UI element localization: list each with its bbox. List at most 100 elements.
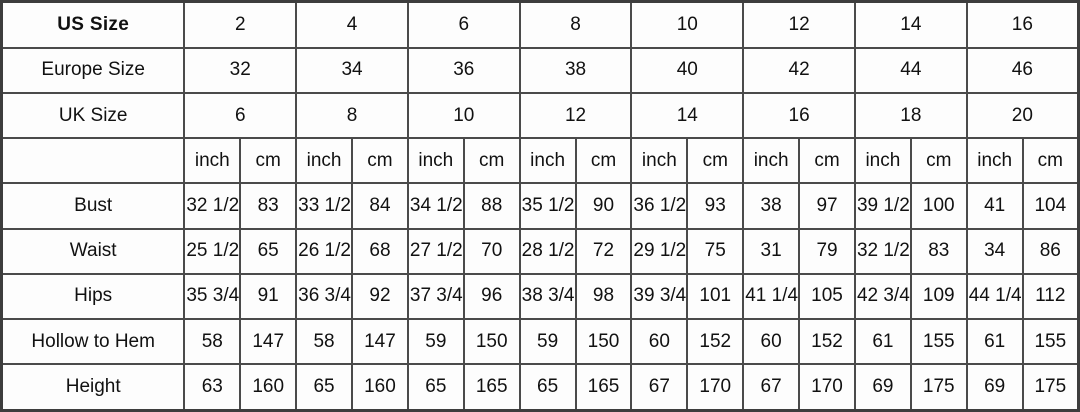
cell-bust-5-cm: 97 [798,182,856,230]
cell-hollow-to-hem-6-cm: 155 [909,317,968,366]
cell-europe-size-6: 44 [853,46,968,94]
cell-bust-6-cm: 100 [909,182,968,230]
row-label-us-size: US Size [0,0,186,49]
cell-hollow-to-hem-4-inch: 60 [630,317,689,366]
row-label-hollow-to-hem: Hollow to Hem [0,317,186,366]
cell-height-4-cm: 170 [686,363,745,412]
cell-us-size-5: 12 [742,0,856,49]
cell-us-size-1: 4 [295,0,409,49]
cell-height-6-cm: 175 [909,363,968,412]
row-label-waist: Waist [0,227,186,275]
cell-waist-3-cm: 72 [574,227,633,275]
cell-hollow-to-hem-4-cm: 152 [686,317,745,366]
cell-height-0-inch: 63 [183,363,242,412]
cell-unit-inch-4-0: inch [630,137,689,185]
table-row-measurement: Hollow to Hem 58 147 58 147 59 150 59 150 60 152 60… [0,317,1080,366]
cell-waist-5-cm: 79 [798,227,856,275]
cell-height-4-inch: 67 [630,363,689,412]
cell-bust-3-inch: 35 1/2 [518,182,577,230]
cell-height-5-cm: 170 [798,363,856,412]
cell-hollow-to-hem-2-cm: 150 [462,317,521,366]
cell-waist-3-inch: 28 1/2 [518,227,577,275]
cell-europe-size-7: 46 [965,46,1080,94]
cell-unit-cm-5-1: cm [798,137,856,185]
cell-height-3-inch: 65 [518,363,577,412]
cell-bust-0-inch: 32 1/2 [183,182,242,230]
cell-waist-4-cm: 75 [686,227,745,275]
cell-uk-size-0: 6 [183,91,298,140]
cell-waist-6-inch: 32 1/2 [853,227,912,275]
cell-hips-2-cm: 96 [462,272,521,320]
cell-height-7-inch: 69 [965,363,1024,412]
cell-unit-inch-7-0: inch [965,137,1024,185]
cell-waist-7-inch: 34 [965,227,1024,275]
cell-uk-size-6: 18 [853,91,968,140]
cell-bust-3-cm: 90 [574,182,633,230]
cell-us-size-4: 10 [630,0,745,49]
table-row-units: inch cm inch cm inch cm inch cm inch cm inch cm inch… [0,137,1080,185]
cell-height-7-cm: 175 [1021,363,1080,412]
cell-waist-4-inch: 29 1/2 [630,227,689,275]
cell-hollow-to-hem-2-inch: 59 [406,317,465,366]
cell-bust-1-inch: 33 1/2 [295,182,353,230]
cell-hips-1-inch: 36 3/4 [295,272,353,320]
cell-unit-cm-2-1: cm [462,137,521,185]
cell-waist-1-cm: 68 [351,227,409,275]
cell-uk-size-5: 16 [742,91,856,140]
cell-waist-0-inch: 25 1/2 [183,227,242,275]
cell-hips-4-inch: 39 3/4 [630,272,689,320]
cell-hips-5-cm: 105 [798,272,856,320]
cell-hollow-to-hem-0-inch: 58 [183,317,242,366]
cell-hips-0-cm: 91 [239,272,298,320]
cell-waist-2-inch: 27 1/2 [406,227,465,275]
cell-hollow-to-hem-7-cm: 155 [1021,317,1080,366]
cell-us-size-7: 16 [965,0,1080,49]
table-row-europe-size: Europe Size 32 34 36 38 40 42 44 46 [0,46,1080,94]
cell-hollow-to-hem-1-cm: 147 [351,317,409,366]
cell-us-size-0: 2 [183,0,298,49]
cell-unit-inch-1-0: inch [295,137,353,185]
cell-hollow-to-hem-5-inch: 60 [742,317,801,366]
cell-uk-size-7: 20 [965,91,1080,140]
cell-hollow-to-hem-1-inch: 58 [295,317,353,366]
cell-waist-5-inch: 31 [742,227,801,275]
cell-unit-cm-7-1: cm [1021,137,1080,185]
cell-europe-size-5: 42 [742,46,856,94]
cell-unit-cm-6-1: cm [909,137,968,185]
cell-uk-size-2: 10 [406,91,521,140]
cell-waist-7-cm: 86 [1021,227,1080,275]
cell-unit-inch-5-0: inch [742,137,801,185]
cell-unit-cm-0-1: cm [239,137,298,185]
cell-europe-size-1: 34 [295,46,409,94]
row-label-hips: Hips [0,272,186,320]
cell-hips-1-cm: 92 [351,272,409,320]
cell-bust-6-inch: 39 1/2 [853,182,912,230]
cell-hips-0-inch: 35 3/4 [183,272,242,320]
cell-waist-6-cm: 83 [909,227,968,275]
cell-unit-inch-2-0: inch [406,137,465,185]
cell-height-3-cm: 165 [574,363,633,412]
cell-us-size-3: 8 [518,0,633,49]
cell-europe-size-4: 40 [630,46,745,94]
cell-hips-7-cm: 112 [1021,272,1080,320]
row-label-bust: Bust [0,182,186,230]
table-row-uk-size: UK Size 6 8 10 12 14 16 18 20 [0,91,1080,140]
cell-waist-0-cm: 65 [239,227,298,275]
cell-hips-6-cm: 109 [909,272,968,320]
cell-hollow-to-hem-5-cm: 152 [798,317,856,366]
cell-bust-0-cm: 83 [239,182,298,230]
cell-hollow-to-hem-3-cm: 150 [574,317,633,366]
cell-hips-5-inch: 41 1/4 [742,272,801,320]
row-label-units-blank [0,137,186,185]
cell-hips-4-cm: 101 [686,272,745,320]
cell-height-0-cm: 160 [239,363,298,412]
cell-uk-size-4: 14 [630,91,745,140]
row-label-europe-size: Europe Size [0,46,186,94]
cell-bust-2-cm: 88 [462,182,521,230]
cell-height-2-inch: 65 [406,363,465,412]
cell-europe-size-2: 36 [406,46,521,94]
cell-bust-2-inch: 34 1/2 [406,182,465,230]
